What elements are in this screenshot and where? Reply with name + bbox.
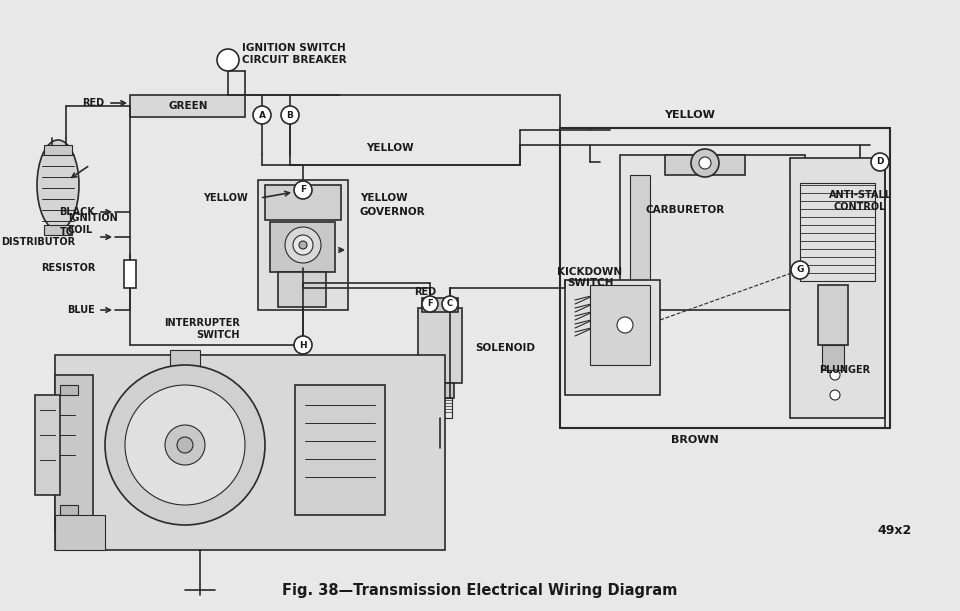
- Bar: [790, 158, 885, 418]
- Circle shape: [294, 181, 312, 199]
- Text: CONTROL: CONTROL: [834, 202, 886, 212]
- Text: CARBURETOR: CARBURETOR: [645, 205, 725, 215]
- Text: YELLOW: YELLOW: [360, 193, 408, 203]
- Circle shape: [293, 235, 313, 255]
- Text: A: A: [258, 111, 266, 120]
- Text: BROWN: BROWN: [671, 435, 719, 445]
- Text: IGNITION SWITCH: IGNITION SWITCH: [242, 43, 346, 53]
- Circle shape: [299, 241, 307, 249]
- Text: RED: RED: [414, 287, 436, 297]
- Bar: [55, 375, 93, 530]
- Bar: [60, 505, 78, 515]
- Text: TO: TO: [60, 227, 75, 237]
- Bar: [60, 385, 78, 395]
- Text: GOVERNOR: GOVERNOR: [360, 207, 425, 217]
- Text: CIRCUIT BREAKER: CIRCUIT BREAKER: [242, 55, 347, 65]
- Circle shape: [442, 296, 458, 312]
- Text: RED: RED: [82, 98, 104, 108]
- Bar: [560, 128, 890, 428]
- Circle shape: [791, 261, 809, 279]
- Circle shape: [830, 370, 840, 380]
- Bar: [818, 285, 848, 345]
- Circle shape: [830, 390, 840, 400]
- Text: KICKDOWN: KICKDOWN: [558, 267, 623, 277]
- Text: F: F: [427, 299, 433, 309]
- Bar: [822, 345, 844, 370]
- Text: RESISTOR: RESISTOR: [40, 263, 95, 273]
- Text: DISTRIBUTOR: DISTRIBUTOR: [1, 237, 75, 247]
- Bar: [428, 398, 452, 418]
- Text: 49x2: 49x2: [877, 524, 912, 536]
- Bar: [630, 175, 650, 285]
- Circle shape: [177, 437, 193, 453]
- Circle shape: [217, 49, 239, 71]
- Bar: [565, 280, 660, 395]
- Bar: [44, 145, 72, 155]
- Bar: [590, 285, 650, 365]
- Text: INTERRUPTER: INTERRUPTER: [164, 318, 240, 328]
- Bar: [790, 175, 805, 235]
- Bar: [124, 260, 136, 288]
- Circle shape: [125, 385, 245, 505]
- Bar: [130, 95, 245, 117]
- Bar: [422, 298, 458, 312]
- Text: B: B: [287, 111, 294, 120]
- Text: YELLOW: YELLOW: [664, 110, 715, 120]
- Text: IGNITION
COIL: IGNITION COIL: [68, 213, 118, 235]
- Circle shape: [285, 227, 321, 263]
- Bar: [55, 515, 105, 550]
- Bar: [295, 385, 385, 515]
- Text: SWITCH: SWITCH: [197, 330, 240, 340]
- Text: PLUNGER: PLUNGER: [820, 365, 871, 375]
- Text: G: G: [796, 266, 804, 274]
- Text: BLACK: BLACK: [60, 207, 95, 217]
- Text: D: D: [876, 158, 884, 167]
- Text: H: H: [300, 340, 307, 349]
- Circle shape: [253, 106, 271, 124]
- Bar: [177, 355, 193, 415]
- Bar: [800, 183, 875, 281]
- Bar: [418, 308, 462, 383]
- Text: F: F: [300, 186, 306, 194]
- Circle shape: [691, 149, 719, 177]
- Text: Fig. 38—Transmission Electrical Wiring Diagram: Fig. 38—Transmission Electrical Wiring D…: [282, 584, 678, 599]
- Text: BLUE: BLUE: [67, 305, 95, 315]
- Circle shape: [422, 296, 438, 312]
- Circle shape: [294, 336, 312, 354]
- Circle shape: [871, 153, 889, 171]
- Bar: [265, 185, 341, 220]
- Bar: [665, 155, 745, 175]
- Bar: [620, 155, 805, 310]
- Text: C: C: [447, 299, 453, 309]
- Text: SWITCH: SWITCH: [566, 278, 613, 288]
- Ellipse shape: [37, 140, 79, 230]
- Bar: [426, 383, 454, 398]
- Text: GREEN: GREEN: [168, 101, 207, 111]
- Text: SOLENOID: SOLENOID: [475, 343, 535, 353]
- Bar: [278, 272, 326, 307]
- Circle shape: [165, 425, 205, 465]
- Text: YELLOW: YELLOW: [366, 143, 414, 153]
- Bar: [170, 350, 200, 370]
- Bar: [44, 225, 72, 235]
- Circle shape: [617, 317, 633, 333]
- Circle shape: [281, 106, 299, 124]
- Circle shape: [105, 365, 265, 525]
- Bar: [55, 355, 445, 550]
- Text: ANTI-STALL: ANTI-STALL: [828, 190, 892, 200]
- Text: YELLOW: YELLOW: [204, 193, 248, 203]
- Bar: [35, 395, 60, 495]
- Circle shape: [699, 157, 711, 169]
- Bar: [270, 222, 335, 272]
- Bar: [258, 180, 348, 310]
